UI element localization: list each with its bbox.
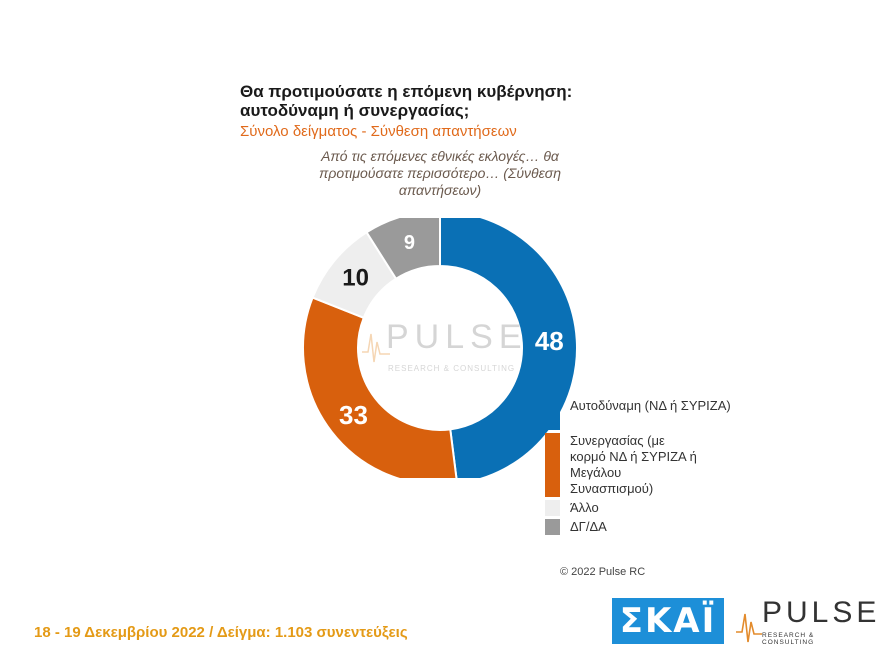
skai-logo: ΣΚΑΪ xyxy=(612,598,724,644)
slice-dgda xyxy=(365,218,441,281)
legend-label: Συνεργασίας (με κορμό ΝΔ ή ΣΥΡΙΖΑ ή Μεγά… xyxy=(570,433,697,496)
legend-swatch xyxy=(545,500,560,516)
pulse-logo: PULSE RESEARCH & CONSULTING xyxy=(736,596,876,646)
chart-legend: Αυτοδύναμη (ΝΔ ή ΣΥΡΙΖΑ) Συνεργασίας (με… xyxy=(545,398,745,538)
legend-item-dgda: ΔΓ/ΔΑ xyxy=(545,519,745,535)
pulse-wave-icon xyxy=(736,613,762,643)
data-label: 48 xyxy=(535,326,564,356)
legend-item-synergasias: Συνεργασίας (με κορμό ΝΔ ή ΣΥΡΙΖΑ ή Μεγά… xyxy=(545,433,745,497)
legend-swatch xyxy=(545,398,560,430)
legend-label: Αυτοδύναμη (ΝΔ ή ΣΥΡΙΖΑ) xyxy=(570,398,731,413)
pulse-watermark: PULSE RESEARCH & CONSULTING xyxy=(362,318,537,380)
legend-swatch xyxy=(545,433,560,497)
question-text: Από τις επόμενες εθνικές εκλογές… θα προ… xyxy=(318,148,561,198)
chart-subtitle: Σύνολο δείγματος - Σύνθεση απαντήσεων xyxy=(240,123,517,140)
legend-label: Άλλο xyxy=(570,500,599,515)
pulse-logo-word: PULSE xyxy=(762,596,880,629)
legend-label: ΔΓ/ΔΑ xyxy=(570,519,607,534)
pulse-logo-sub: RESEARCH & CONSULTING xyxy=(762,632,815,646)
data-label: 9 xyxy=(404,232,415,254)
slice-synergasias xyxy=(302,296,458,478)
survey-footer: 18 - 19 Δεκεμβρίου 2022 / Δείγμα: 1.103 … xyxy=(34,624,408,641)
donut-chart: 48 33 10 9 xyxy=(302,218,578,478)
legend-item-autodynami: Αυτοδύναμη (ΝΔ ή ΣΥΡΙΖΑ) xyxy=(545,398,745,430)
chart-title: Θα προτιμούσατε η επόμενη κυβέρνηση: αυτ… xyxy=(240,82,573,120)
copyright-text: © 2022 Pulse RC xyxy=(560,566,646,578)
data-label: 10 xyxy=(342,265,369,292)
slice-autodynami xyxy=(439,218,578,478)
legend-item-allo: Άλλο xyxy=(545,500,745,516)
data-label: 33 xyxy=(339,400,368,430)
legend-swatch xyxy=(545,519,560,535)
